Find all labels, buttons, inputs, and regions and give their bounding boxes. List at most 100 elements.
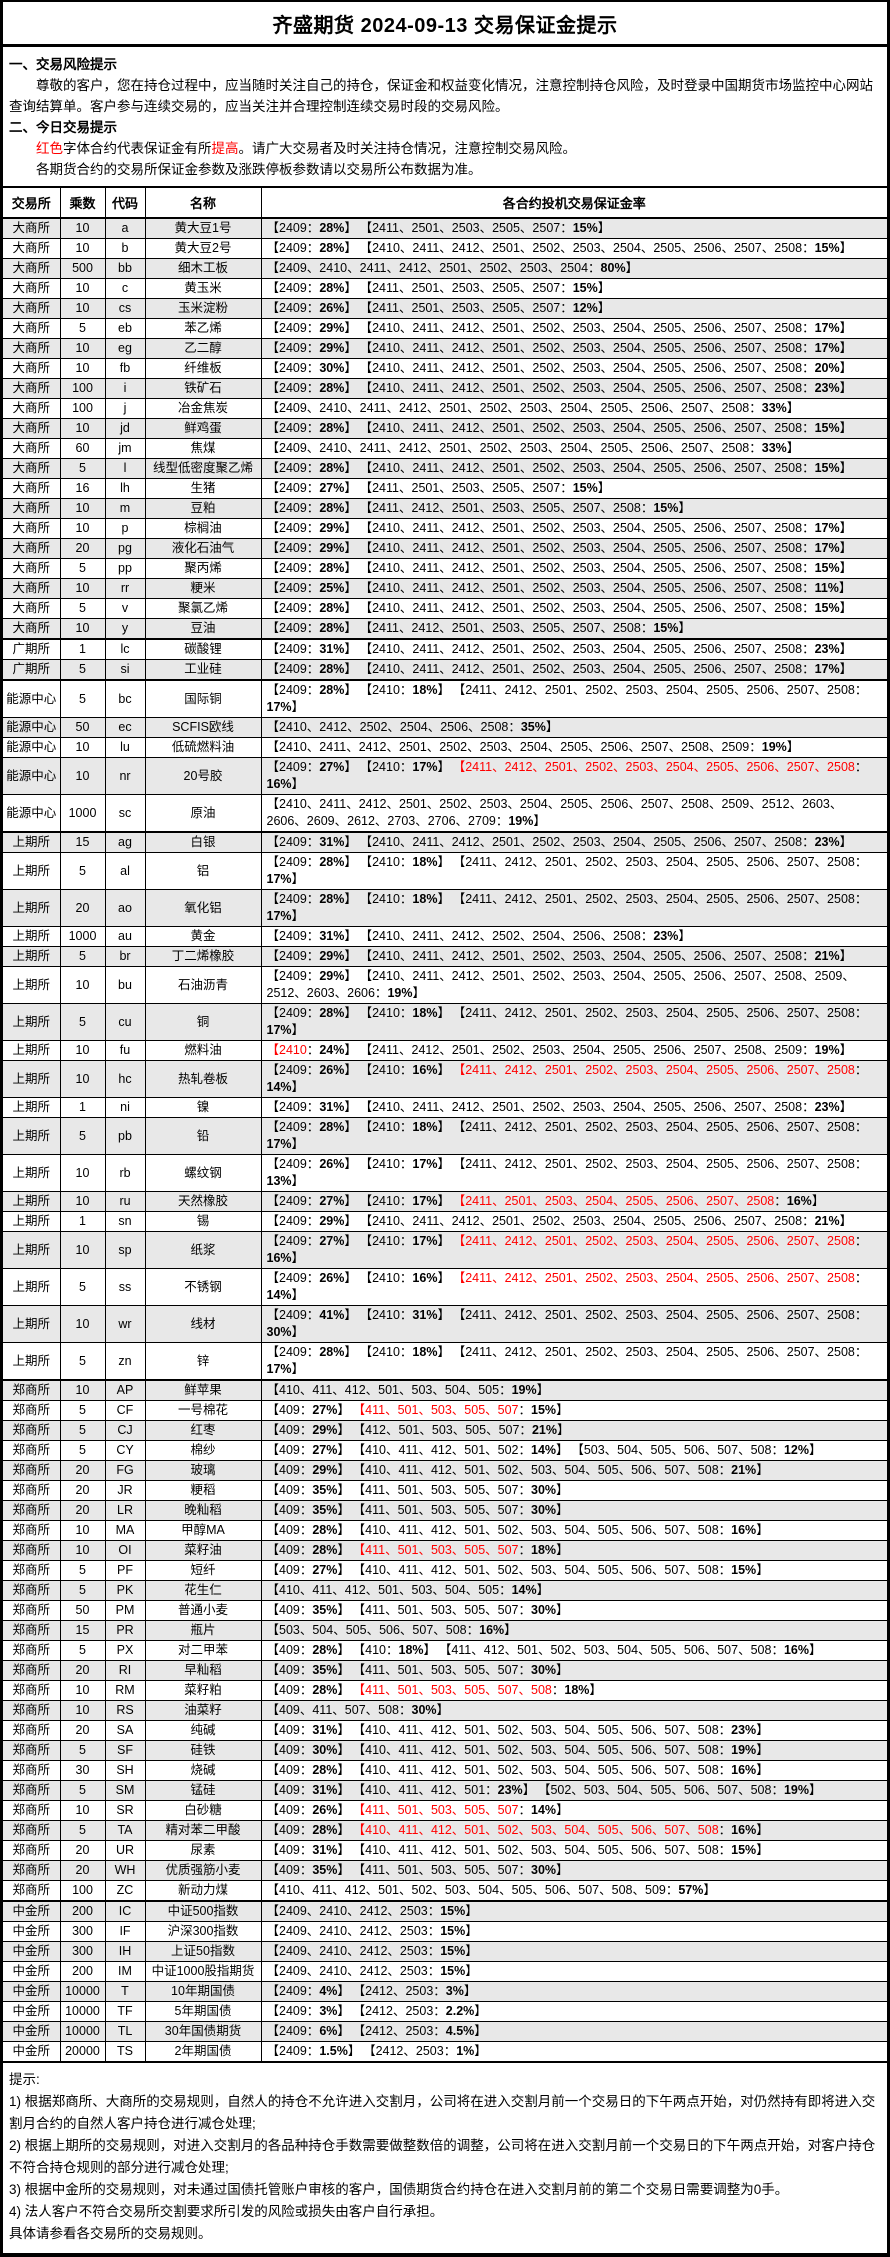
margin-rates-cell: 【409：28%】 【411、501、503、505、507：18%】 [261, 1540, 887, 1561]
rate-group: 【409：35%】 [266, 1503, 350, 1517]
code-cell: a [105, 217, 146, 239]
margin-rates-cell: 【2409：29%】 【2410、2411、2412、2501、2502、2503… [261, 946, 887, 967]
table-row: 郑商所 5 PX 对二甲苯 【409：28%】 【410：18%】 【411、412、501… [3, 1640, 887, 1661]
exchange-cell: 郑商所 [3, 1880, 61, 1901]
name-cell: 细木工板 [145, 258, 262, 279]
rate-group: 【2411、2412、2501、2502、2503、2504、2505、2506… [266, 683, 868, 714]
rate-group: 【2410：16%】 [365, 1063, 450, 1077]
code-cell: eb [105, 318, 146, 339]
margin-rates-cell: 【2410、2412、2502、2504、2506、2508：35%】 [261, 717, 887, 738]
rate-group-raised: 【2411、2412、2501、2502、2503、2504、2505、2506… [266, 1063, 868, 1094]
rate-group: 【2410：18%】 [365, 855, 450, 869]
exchange-cell: 上期所 [3, 926, 61, 947]
table-row: 郑商所 20 JR 粳稻 【409：35%】 【411、501、503、505、507：3… [3, 1480, 887, 1501]
rate-group: 【2410：17%】 [365, 760, 450, 774]
table-row: 上期所 5 cu 铜【2409：28%】 【2410：18%】 【2411、2412、25… [3, 1003, 887, 1041]
name-cell: 国际铜 [145, 679, 262, 718]
code-cell: FG [105, 1460, 146, 1481]
name-cell: 锡 [145, 1211, 262, 1232]
code-cell: MA [105, 1520, 146, 1541]
rate-group: 【2409：31%】 [266, 929, 357, 943]
margin-rates-cell: 【2409：31%】 【2410、2411、2412、2501、2502、2503… [261, 638, 887, 660]
rate-group: 【410：18%】 [358, 1643, 437, 1657]
rate-group: 【2409：28%】 [266, 1006, 357, 1020]
exchange-cell: 中金所 [3, 2021, 61, 2042]
margin-rates-cell: 【2409：27%】 【2410：17%】 【2411、2501、2503、2504… [261, 1191, 887, 1212]
exchange-cell: 郑商所 [3, 1720, 61, 1741]
exchange-cell: 郑商所 [3, 1700, 61, 1721]
rate-group: 【2409：28%】 [266, 381, 357, 395]
multiplier-cell: 10 [60, 737, 106, 758]
margin-rates-cell: 【2409：28%】 【2410：18%】 【2411、2412、2501、2502… [261, 852, 887, 890]
table-row: 大商所 100 i 铁矿石 【2409：28%】 【2410、2411、2412、2501… [3, 378, 887, 399]
exchange-cell: 中金所 [3, 2041, 61, 2062]
name-cell: 花生仁 [145, 1580, 262, 1601]
margin-rates-cell: 【2409：28%】 【2410、2411、2412、2501、2502、2503… [261, 558, 887, 579]
multiplier-cell: 10 [60, 966, 106, 1004]
name-cell: 对二甲苯 [145, 1640, 262, 1661]
margin-rates-cell: 【2409、2410、2412、2503：15%】 [261, 1941, 887, 1962]
multiplier-cell: 10 [60, 1680, 106, 1701]
code-cell: pp [105, 558, 146, 579]
table-row: 上期所 10 ru 天然橡胶 【2409：27%】 【2410：17%】 【2411、250… [3, 1191, 887, 1212]
name-cell: SCFIS欧线 [145, 717, 262, 738]
multiplier-cell: 5 [60, 852, 106, 890]
exchange-cell: 郑商所 [3, 1580, 61, 1601]
multiplier-cell: 10 [60, 278, 106, 299]
table-row: 郑商所 50 PM 普通小麦 【409：35%】 【411、501、503、505、507… [3, 1600, 887, 1621]
rate-group: 【2409：31%】 [266, 1100, 357, 1114]
table-row: 上期所 1 sn 锡【2409：29%】 【2410、2411、2412、2501、25… [3, 1211, 887, 1232]
multiplier-cell: 5 [60, 1440, 106, 1461]
margin-rates-cell: 【2410、2411、2412、2501、2502、2503、2504、2505… [261, 737, 887, 758]
exchange-cell: 能源中心 [3, 737, 61, 758]
rate-group: 【2409：29%】 [266, 321, 357, 335]
multiplier-cell: 1000 [60, 926, 106, 947]
multiplier-cell: 10 [60, 298, 106, 319]
rate-group: 【409：28%】 [266, 1523, 350, 1537]
multiplier-cell: 20 [60, 1460, 106, 1481]
code-cell: TS [105, 2041, 146, 2062]
rate-group: 【2410、2411、2412、2501、2502、2503、2504、2505… [365, 241, 853, 255]
code-cell: IC [105, 1900, 146, 1922]
code-cell: PM [105, 1600, 146, 1621]
page-title: 齐盛期货 2024-09-13 交易保证金提示 [3, 2, 887, 47]
exchange-cell: 大商所 [3, 498, 61, 519]
code-cell: wr [105, 1305, 146, 1343]
multiplier-cell: 20 [60, 1840, 106, 1861]
code-cell: i [105, 378, 146, 399]
exchange-cell: 上期所 [3, 1342, 61, 1380]
margin-rates-cell: 【409：35%】 【411、501、503、505、507：30%】 [261, 1660, 887, 1681]
multiplier-cell: 10 [60, 518, 106, 539]
rate-group: 【2411、2412、2501、2502、2503、2504、2505、2506… [266, 1308, 868, 1339]
code-cell: pg [105, 538, 146, 559]
rate-group: 【2410、2412、2502、2504、2506、2508：35%】 [266, 720, 559, 734]
rate-group: 【2409：28%】 [266, 683, 357, 697]
rate-group: 【2411、2501、2503、2505、2507：15%】 [365, 481, 611, 495]
rate-group: 【2409：28%】 [266, 601, 357, 615]
rate-group: 【2411、2412、2501、2502、2503、2504、2505、2506… [266, 892, 868, 923]
multiplier-cell: 10 [60, 1060, 106, 1098]
rate-group: 【2409：26%】 [266, 1157, 357, 1171]
name-cell: 铜 [145, 1003, 262, 1041]
code-cell: br [105, 946, 146, 967]
table-row: 上期所 10 hc 热轧卷板 【2409：26%】 【2410：16%】 【2411、241… [3, 1060, 887, 1098]
table-row: 上期所 10 fu 燃料油 【2410：24%】 【2411、2412、2501、2502… [3, 1040, 887, 1061]
code-cell: sp [105, 1231, 146, 1269]
code-cell: zn [105, 1342, 146, 1380]
rate-group: 【2410、2411、2412、2501、2502、2503、2504、2505… [266, 740, 800, 754]
code-cell: eg [105, 338, 146, 359]
table-row: 上期所 10 sp 纸浆 【2409：27%】 【2410：17%】 【2411、2412、… [3, 1231, 887, 1269]
rate-group: 【411、501、503、505、507：30%】 [358, 1483, 569, 1497]
table-row: 上期所 20 ao 氧化铝 【2409：28%】 【2410：18%】 【2411、2412… [3, 889, 887, 927]
multiplier-cell: 50 [60, 717, 106, 738]
table-row: 大商所 5 eb 苯乙烯 【2409：29%】 【2410、2411、2412、2501、… [3, 318, 887, 339]
margin-rates-cell: 【409：35%】 【411、501、503、505、507：30%】 [261, 1500, 887, 1521]
margin-rates-cell: 【409：29%】 【412、501、503、505、507：21%】 [261, 1420, 887, 1441]
exchange-cell: 郑商所 [3, 1540, 61, 1561]
code-cell: SM [105, 1780, 146, 1801]
margin-rates-cell: 【2409、2410、2412、2503：15%】 [261, 1921, 887, 1942]
table-row: 中金所 200 IC 中证500指数 【2409、2410、2412、2503：15%】 [3, 1900, 887, 1922]
name-cell: 纸浆 [145, 1231, 262, 1269]
notes-heading: 提示: [9, 2072, 40, 2087]
margin-rates-cell: 【2409：28%】 【2411、2501、2503、2505、2507：15%】 [261, 217, 887, 239]
